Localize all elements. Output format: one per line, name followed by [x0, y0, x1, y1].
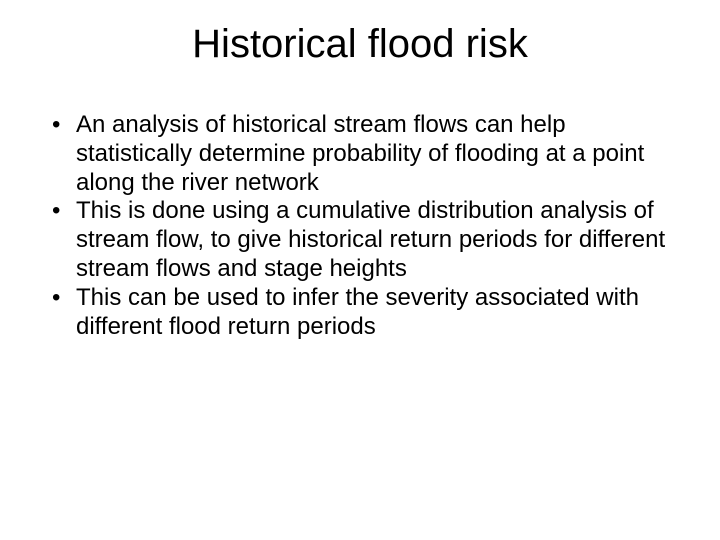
slide-title: Historical flood risk — [40, 22, 680, 67]
bullet-item: An analysis of historical stream flows c… — [52, 111, 680, 197]
bullet-item: This is done using a cumulative distribu… — [52, 197, 680, 283]
slide: Historical flood risk An analysis of his… — [0, 0, 720, 540]
bullet-item: This can be used to infer the severity a… — [52, 284, 680, 342]
bullet-list: An analysis of historical stream flows c… — [40, 111, 680, 341]
